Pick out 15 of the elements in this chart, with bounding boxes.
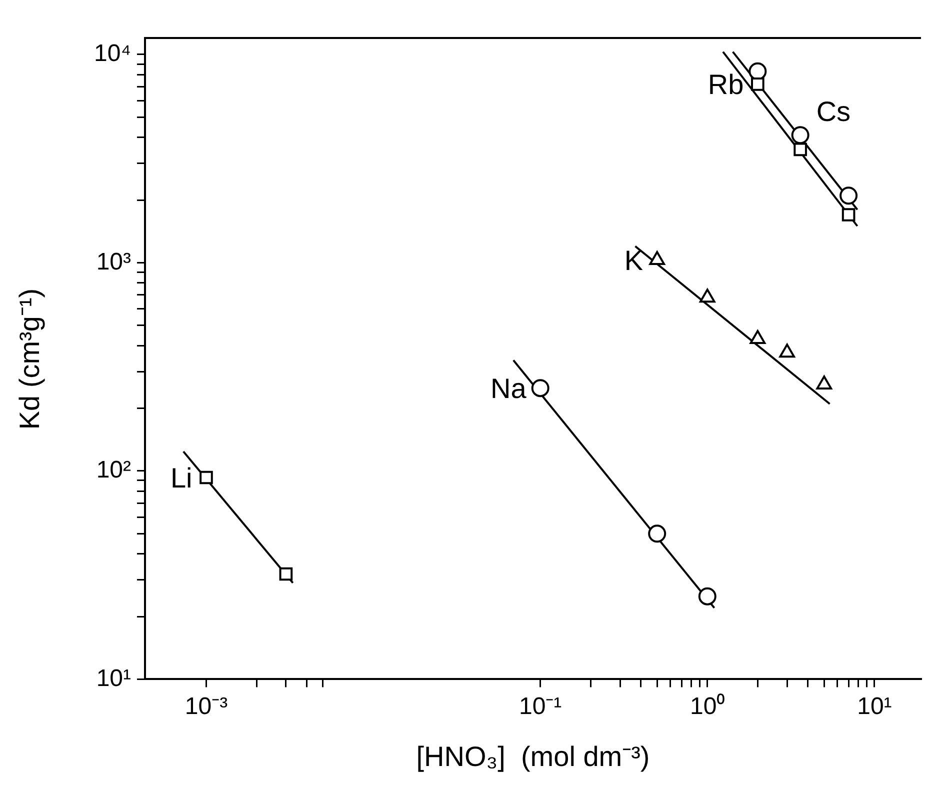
y-tick-label: 10² xyxy=(96,456,132,484)
series-label: K xyxy=(624,245,644,276)
x-tick-label: 10¹ xyxy=(857,693,892,720)
y-tick-label: 10⁴ xyxy=(94,40,132,68)
series-label: Li xyxy=(170,462,192,494)
x-tick-label: 10⁰ xyxy=(690,693,725,720)
x-axis-title: [HNO₃] (mol dm⁻³) xyxy=(415,740,651,774)
x-tick-label: 10⁻³ xyxy=(184,693,228,720)
series-label: Rb xyxy=(708,69,744,100)
y-tick-label: 10¹ xyxy=(96,664,132,692)
series-label: Cs xyxy=(816,96,851,128)
series-label: Na xyxy=(490,373,527,404)
y-axis-title: Kd (cm³g⁻¹) xyxy=(13,288,46,430)
x-tick-label: 10⁻¹ xyxy=(518,693,562,720)
y-tick-label: 10³ xyxy=(96,248,132,276)
